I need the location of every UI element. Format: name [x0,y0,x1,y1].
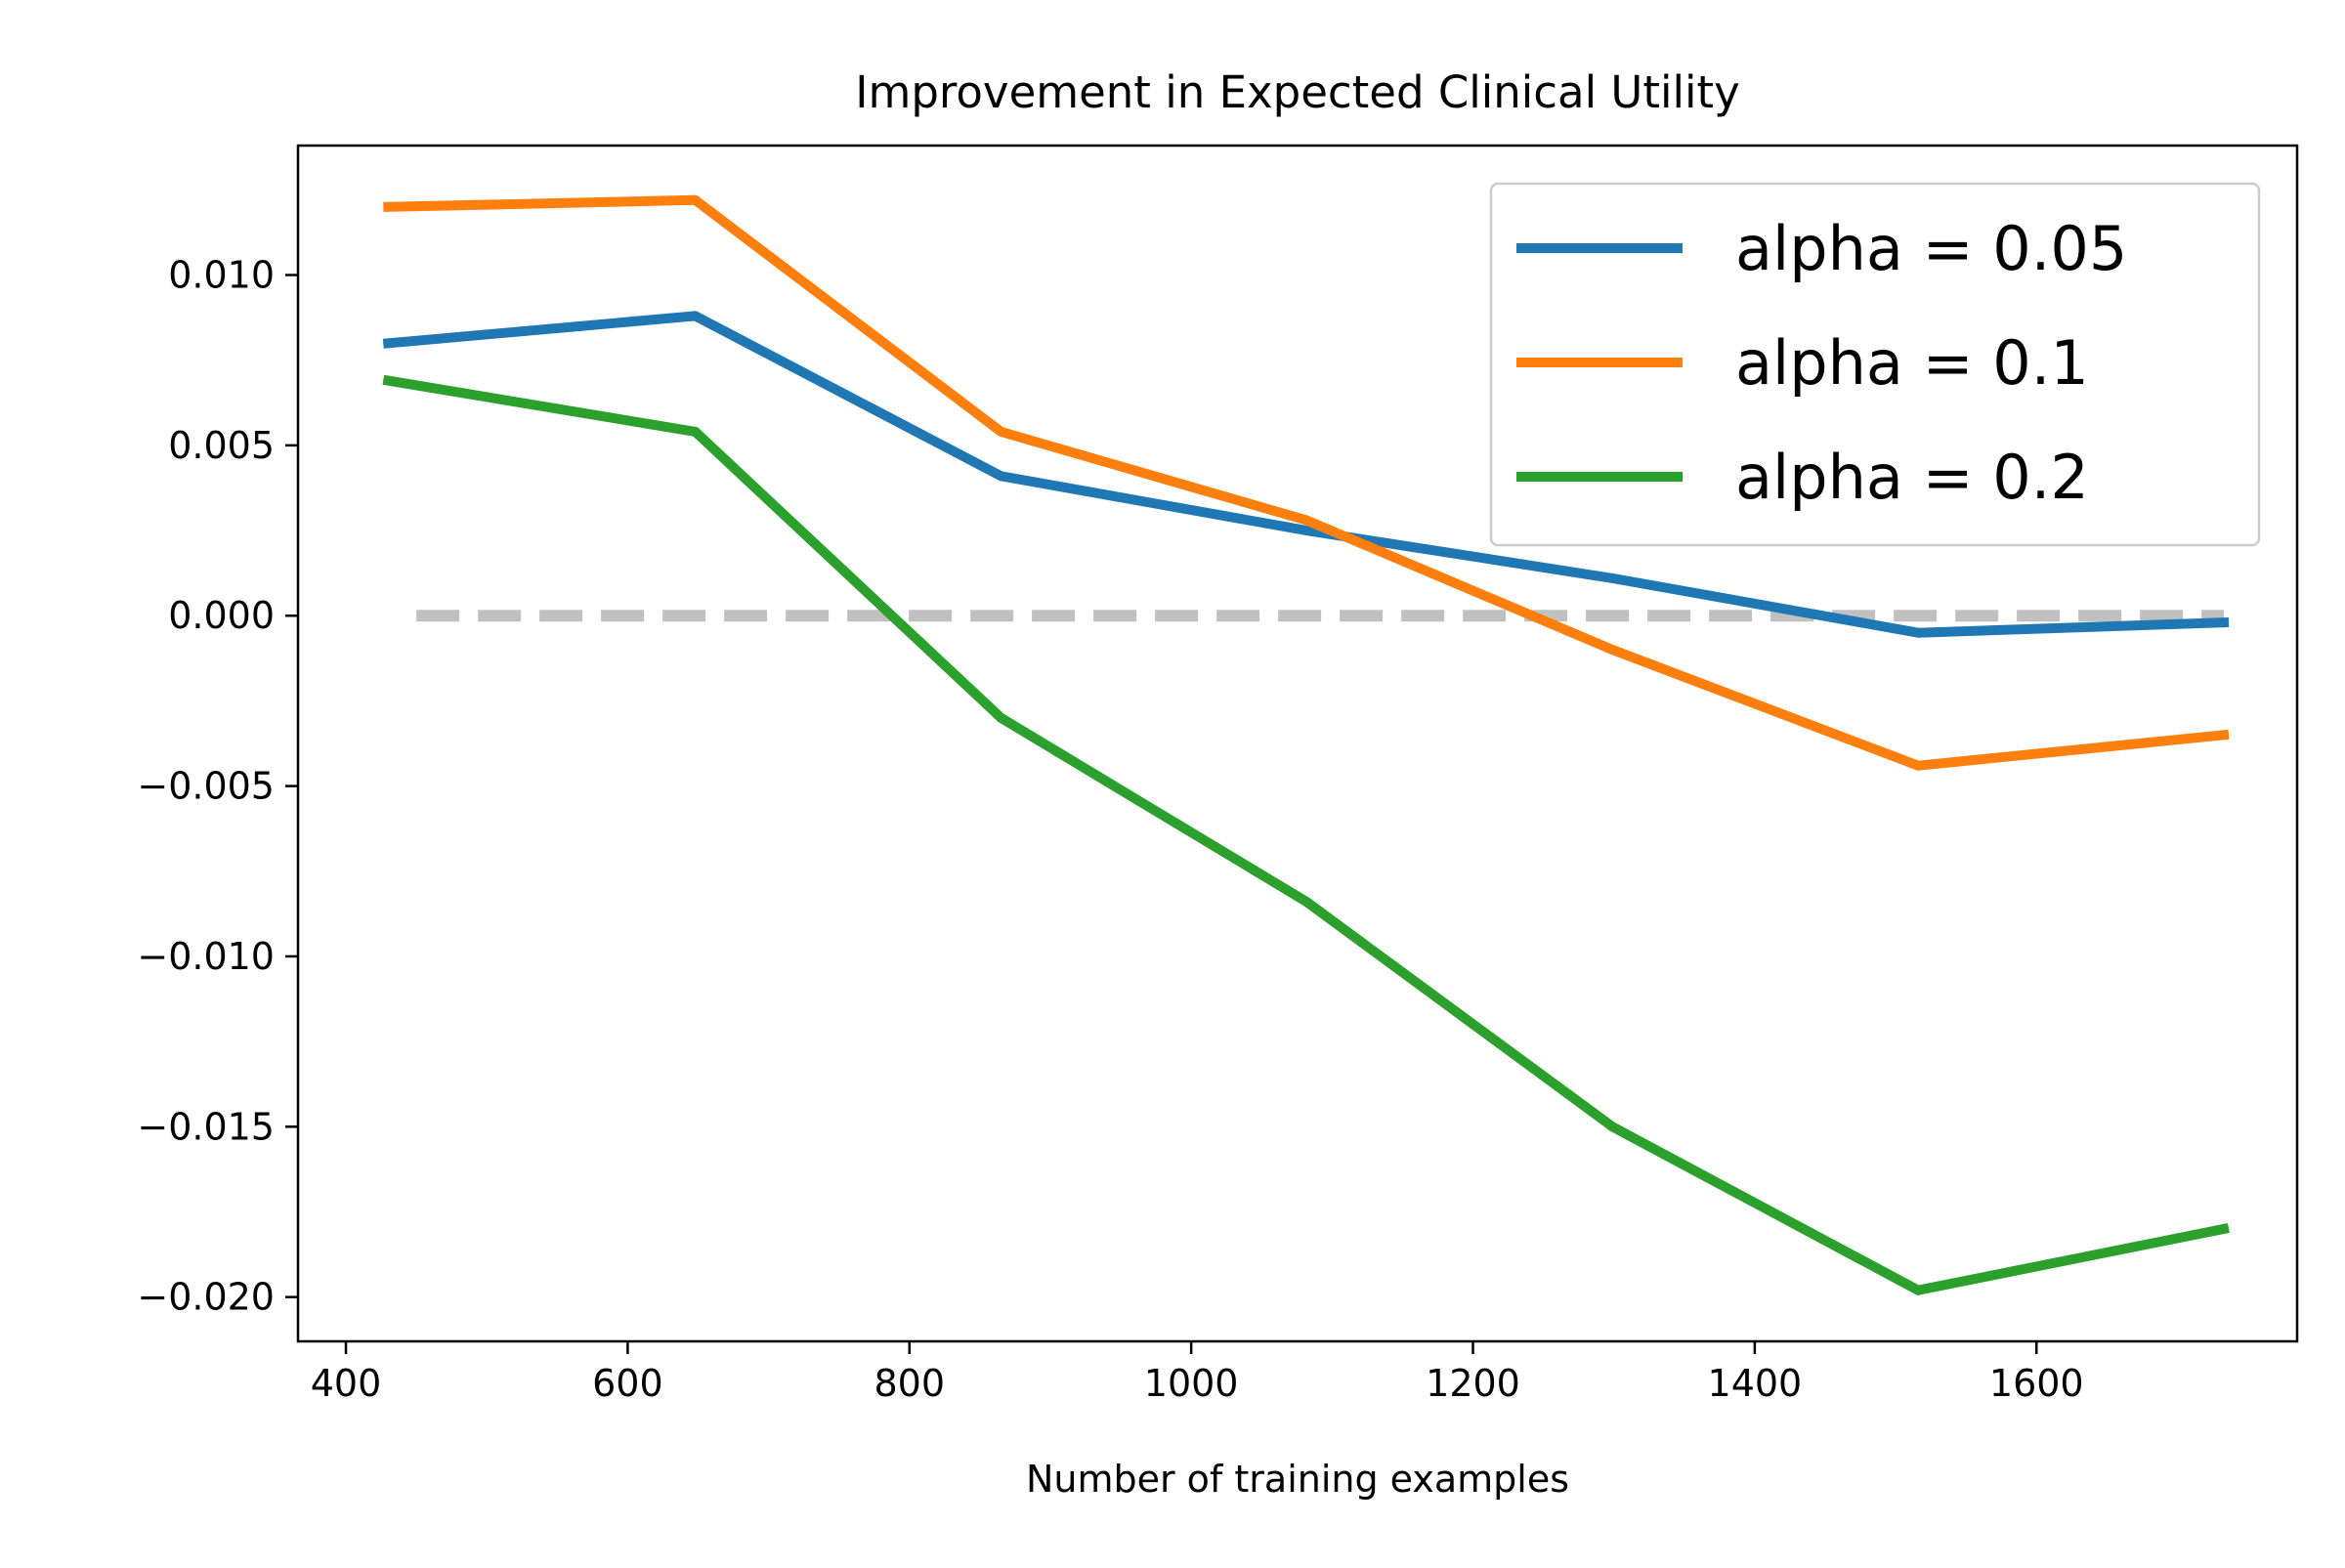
x-tick-label: 400 [311,1362,382,1405]
data-point [1607,572,1618,583]
data-point [1913,627,1924,638]
data-point [690,194,701,205]
legend-label: alpha = 0.05 [1735,213,2127,284]
data-point [383,338,394,349]
data-point [690,426,701,437]
x-tick-label: 1200 [1426,1362,1520,1405]
x-tick-label: 1600 [1989,1362,2084,1405]
y-tick-label: −0.005 [137,765,275,808]
data-point [1607,1122,1618,1132]
y-tick-label: 0.005 [168,424,275,467]
legend-label: alpha = 0.1 [1735,327,2089,399]
x-tick-label: 800 [874,1362,946,1405]
y-tick-label: −0.010 [137,935,275,978]
chart-title: Improvement in Expected Clinical Utility [855,66,1740,118]
x-tick-label: 600 [592,1362,663,1405]
data-point [690,311,701,321]
y-tick-label: 0.000 [168,594,275,637]
y-tick-label: −0.015 [137,1105,275,1148]
y-tick-label: −0.020 [137,1276,275,1319]
data-point [1301,897,1312,908]
axis-ticks: 400 600 800 1000 1200 1400 1600 0.010 0.005 0.000… [137,254,2083,1405]
data-point [2219,617,2230,628]
x-tick-label: 1000 [1144,1362,1239,1405]
plot-area-frame [296,144,2299,1343]
data-point [2219,730,2230,741]
data-point [996,712,1006,723]
x-axis-label: Number of training examples [1026,1458,1569,1501]
legend-label: alpha = 0.2 [1735,442,2089,513]
series-layer [382,194,2230,1295]
data-point [1301,526,1312,536]
data-point [1607,645,1618,656]
data-point [1301,515,1312,526]
data-point [1913,1285,1924,1295]
data-point [1913,760,1924,771]
data-point [383,201,394,212]
x-tick-label: 1400 [1708,1362,1803,1405]
data-point [383,375,394,386]
legend-frame [1489,182,2261,547]
y-tick-label: 0.010 [168,254,275,297]
legend: alpha = 0.05 alpha = 0.1 alpha = 0.2 [1489,182,2261,547]
data-point [996,471,1006,482]
data-point [2219,1223,2230,1234]
data-point [996,426,1006,437]
